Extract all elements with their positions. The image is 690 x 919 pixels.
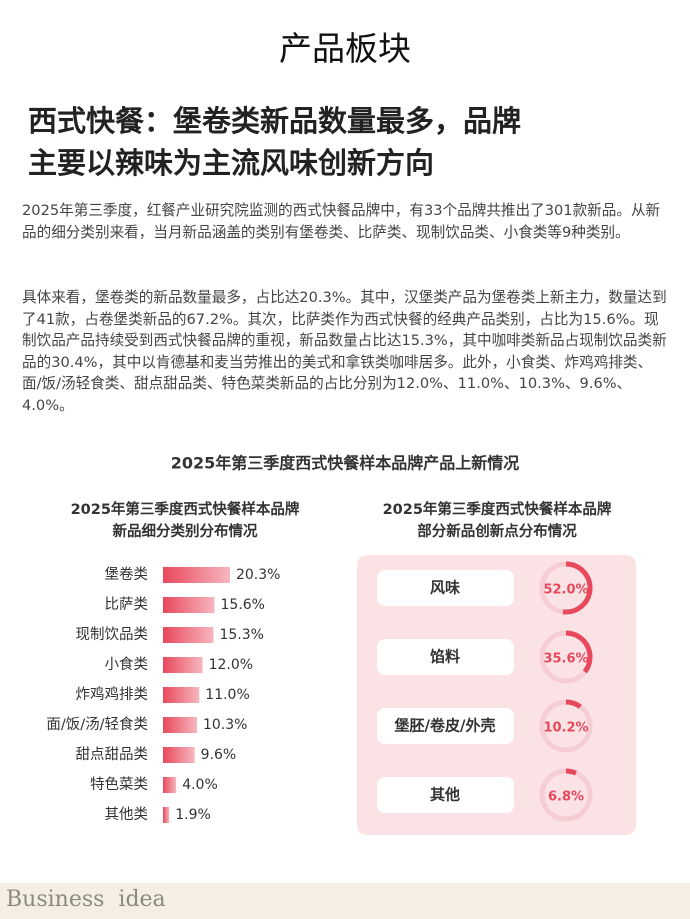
bar [163, 747, 195, 763]
value-label: 20.3% [236, 567, 280, 583]
paragraph: 2025年第三季度，红餐产业研究院监测的西式快餐品牌中，有33个品牌共推出了30… [22, 202, 661, 241]
category-label: 馅料 [430, 648, 460, 666]
headline: 西式快餐：堡卷类新品数量最多，品牌 [28, 104, 522, 138]
category-label: 面/饭/汤/轻食类 [46, 716, 148, 733]
section-title: 2025年第三季度西式快餐样本品牌产品上新情况 [171, 454, 520, 473]
ring-arc [562, 561, 593, 615]
label-box [377, 708, 514, 744]
category-label: 小食类 [105, 656, 149, 673]
category-label: 甜点甜品类 [76, 746, 149, 763]
value-label: 15.6% [220, 597, 264, 613]
panel [357, 555, 636, 835]
bar [163, 657, 203, 673]
category-label: 现制饮品类 [76, 626, 149, 643]
value-label: 15.3% [219, 627, 263, 643]
value-label: 9.6% [201, 747, 237, 763]
category-label: 风味 [430, 579, 460, 597]
paragraph: 具体来看，堡卷类的新品数量最多，占比达20.3%。其中，汉堡类产品为堡卷类上新主… [22, 289, 667, 414]
bar [163, 687, 200, 703]
footer-text: Business idea [6, 887, 166, 912]
category-label: 特色菜类 [90, 776, 148, 793]
ring-arc [565, 768, 577, 776]
label-box [377, 570, 514, 606]
value-label: 1.9% [175, 807, 211, 823]
ring-arc [565, 630, 593, 674]
footer-band [0, 883, 690, 919]
label-box [377, 639, 514, 675]
bar [163, 597, 215, 613]
category-label: 堡卷类 [105, 566, 149, 583]
chart-title: 2025年第三季度西式快餐样本品牌 [71, 500, 300, 518]
bar [163, 777, 177, 793]
value-label: 35.6% [543, 652, 588, 667]
category-label: 比萨类 [105, 596, 149, 613]
page-title: 产品板块 [279, 29, 411, 68]
ring-arc [565, 699, 582, 709]
value-label: 52.0% [543, 583, 588, 598]
category-label: 炸鸡鸡排类 [76, 686, 149, 703]
bar [163, 567, 230, 583]
charts: 2025年第三季度西式快餐样本品牌产品上新情况 2025年第三季度西式快餐样本品… [46, 454, 636, 835]
value-label: 4.0% [182, 777, 218, 793]
chart-title: 新品细分类别分布情况 [113, 522, 258, 540]
bar [163, 807, 170, 823]
category-label: 其他类 [105, 806, 149, 823]
value-label: 12.0% [209, 657, 253, 673]
value-label: 10.3% [203, 717, 247, 733]
headline: 主要以辣味为主流风味创新方向 [28, 146, 435, 180]
category-label: 其他 [430, 786, 460, 804]
label-box [377, 777, 514, 813]
bar [163, 717, 197, 733]
bar [163, 627, 214, 643]
category-label: 堡胚/卷皮/外壳 [395, 717, 496, 735]
chart-title: 部分新品创新点分布情况 [417, 522, 577, 540]
value-label: 11.0% [205, 687, 249, 703]
value-label: 6.8% [548, 790, 584, 805]
value-label: 10.2% [543, 721, 588, 736]
chart-title: 2025年第三季度西式快餐样本品牌 [383, 500, 612, 518]
